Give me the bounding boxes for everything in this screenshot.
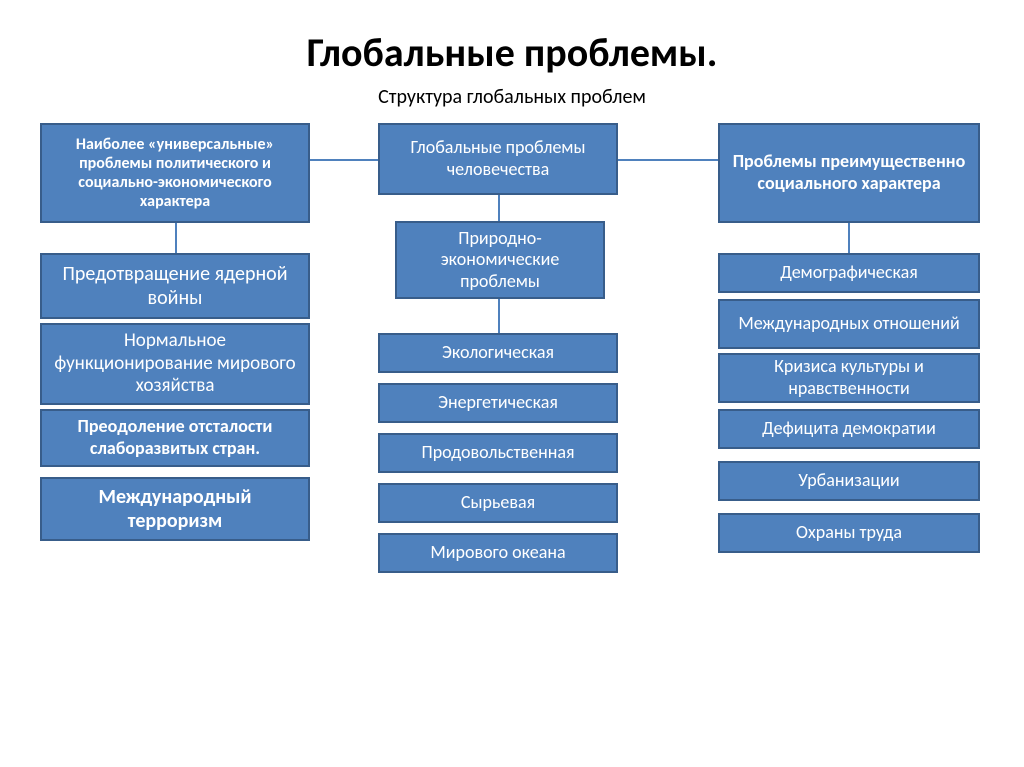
node-center-3: Продовольственная <box>378 433 618 473</box>
node-label: Международный терроризм <box>50 485 300 533</box>
node-top-left: Наиболее «универсальные» проблемы полити… <box>40 123 310 223</box>
connector <box>848 223 850 253</box>
node-label: Проблемы преимущественно социального хар… <box>728 151 970 194</box>
node-right-1: Демографическая <box>718 253 980 293</box>
node-label: Природно-экономические проблемы <box>405 228 595 293</box>
node-left-1: Предотвращение ядерной войны <box>40 253 310 319</box>
node-label: Демографическая <box>780 262 917 284</box>
node-label: Нормальное функционирование мирового хоз… <box>50 330 300 398</box>
node-label: Глобальные проблемы человечества <box>388 137 608 180</box>
node-right-5: Урбанизации <box>718 461 980 501</box>
node-top-center: Глобальные проблемы человечества <box>378 123 618 195</box>
node-left-4: Международный терроризм <box>40 477 310 541</box>
node-center-1: Экологическая <box>378 333 618 373</box>
page-title: Глобальные проблемы. <box>0 0 1024 85</box>
node-label: Международных отношений <box>738 313 959 335</box>
node-center-5: Мирового океана <box>378 533 618 573</box>
node-label: Мирового океана <box>430 542 565 564</box>
connector <box>310 159 378 161</box>
node-left-3: Преодоление отсталости слаборазвитых стр… <box>40 409 310 467</box>
node-label: Экологическая <box>442 342 554 364</box>
diagram-canvas: Наиболее «универсальные» проблемы полити… <box>0 123 1024 763</box>
node-label: Охраны труда <box>796 522 902 544</box>
page-subtitle: Структура глобальных проблем <box>0 85 1024 123</box>
node-center-2: Энергетическая <box>378 383 618 423</box>
node-label: Дефицита демократии <box>762 418 936 440</box>
node-top-right: Проблемы преимущественно социального хар… <box>718 123 980 223</box>
node-label: Урбанизации <box>798 470 899 492</box>
node-right-6: Охраны труда <box>718 513 980 553</box>
node-label: Наиболее «универсальные» проблемы полити… <box>50 135 300 212</box>
node-label: Энергетическая <box>438 392 558 414</box>
node-left-2: Нормальное функционирование мирового хоз… <box>40 323 310 405</box>
node-mid-center: Природно-экономические проблемы <box>395 221 605 299</box>
node-right-4: Дефицита демократии <box>718 409 980 449</box>
connector <box>175 223 177 253</box>
connector <box>498 195 500 221</box>
node-label: Предотвращение ядерной войны <box>50 262 300 310</box>
node-label: Кризиса культуры и нравственности <box>728 356 970 399</box>
node-label: Сырьевая <box>461 492 535 514</box>
connector <box>498 299 500 333</box>
node-label: Преодоление отсталости слаборазвитых стр… <box>50 416 300 459</box>
node-center-4: Сырьевая <box>378 483 618 523</box>
connector <box>618 159 718 161</box>
node-right-3: Кризиса культуры и нравственности <box>718 353 980 403</box>
node-right-2: Международных отношений <box>718 299 980 349</box>
node-label: Продовольственная <box>422 442 575 464</box>
